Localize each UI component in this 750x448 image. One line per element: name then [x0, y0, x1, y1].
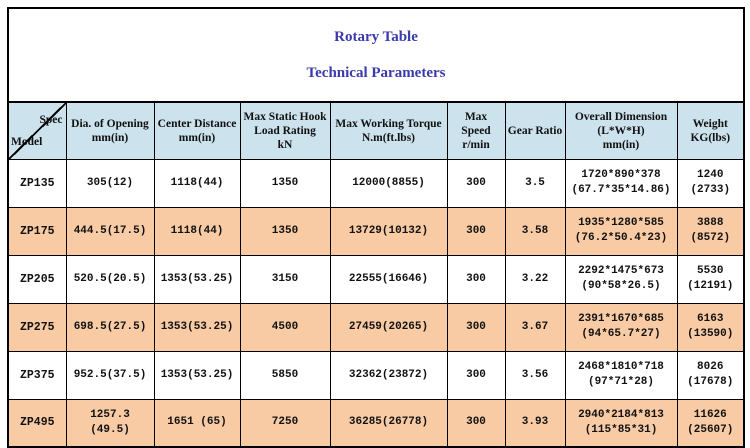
cell-max-speed: 300	[446, 158, 506, 208]
column-header-center-distance: Center Distance mm(in)	[153, 101, 241, 160]
cell-model: ZP495	[7, 398, 67, 448]
cell-max-static-hook-load: 1350	[239, 206, 331, 256]
cell-gear-ratio: 3.93	[504, 398, 566, 448]
table-title-line1: Rotary Table	[334, 29, 418, 45]
cell-weight: 3888 (8572)	[676, 206, 745, 256]
cell-center-distance: 1118(44)	[153, 158, 241, 208]
cell-weight: 6163 (13590)	[676, 302, 745, 352]
cell-max-static-hook-load: 7250	[239, 398, 331, 448]
column-header-max-working-torque: Max Working Torque N.m(ft.lbs)	[329, 101, 448, 160]
cell-overall-dimension: 2292*1475*673 (90*58*26.5)	[564, 254, 678, 304]
column-header-gear-ratio: Gear Ratio	[504, 101, 566, 160]
cell-weight: 1240 (2733)	[676, 158, 745, 208]
cell-weight: 5530 (12191)	[676, 254, 745, 304]
cell-dia-of-opening: 698.5(27.5)	[65, 302, 155, 352]
cell-max-speed: 300	[446, 206, 506, 256]
title-row: Rotary Table Technical Parameters	[7, 7, 745, 103]
cell-max-working-torque: 13729(10132)	[329, 206, 448, 256]
cell-weight: 8026 (17678)	[676, 350, 745, 400]
cell-model: ZP135	[7, 158, 67, 208]
rotary-table-spec-sheet: Rotary Table Technical Parameters Spec M…	[7, 7, 746, 448]
column-header-max-speed: Max Speed r/min	[446, 101, 506, 160]
cell-gear-ratio: 3.67	[504, 302, 566, 352]
table-row-zp495: ZP495 1257.3 (49.5) 1651 (65) 7250 36285…	[7, 398, 745, 448]
cell-dia-of-opening: 444.5(17.5)	[65, 206, 155, 256]
cell-max-working-torque: 36285(26778)	[329, 398, 448, 448]
table-title: Rotary Table Technical Parameters	[7, 7, 745, 103]
cell-center-distance: 1353(53.25)	[153, 302, 241, 352]
cell-dia-of-opening: 520.5(20.5)	[65, 254, 155, 304]
cell-max-static-hook-load: 3150	[239, 254, 331, 304]
corner-spec-label: Spec	[39, 114, 63, 126]
table-row-zp175: ZP175 444.5(17.5) 1118(44) 1350 13729(10…	[7, 206, 745, 256]
column-header-dia-of-opening: Dia. of Opening mm(in)	[65, 101, 155, 160]
cell-dia-of-opening: 952.5(37.5)	[65, 350, 155, 400]
table-row-zp375: ZP375 952.5(37.5) 1353(53.25) 5850 32362…	[7, 350, 745, 400]
cell-weight: 11626 (25607)	[676, 398, 745, 448]
cell-overall-dimension: 2940*2184*813 (115*85*31)	[564, 398, 678, 448]
column-header-weight: Weight KG(lbs)	[676, 101, 745, 160]
technical-parameters-table: Rotary Table Technical Parameters Spec M…	[7, 7, 746, 448]
corner-spec-model-cell: Spec Model	[7, 101, 67, 160]
cell-center-distance: 1353(53.25)	[153, 254, 241, 304]
cell-overall-dimension: 2391*1670*685 (94*65.7*27)	[564, 302, 678, 352]
cell-max-static-hook-load: 4500	[239, 302, 331, 352]
cell-gear-ratio: 3.22	[504, 254, 566, 304]
cell-model: ZP375	[7, 350, 67, 400]
header-row: Spec Model Dia. of Opening mm(in) Center…	[7, 101, 745, 160]
cell-max-speed: 300	[446, 350, 506, 400]
cell-center-distance: 1651 (65)	[153, 398, 241, 448]
cell-model: ZP275	[7, 302, 67, 352]
cell-max-static-hook-load: 1350	[239, 158, 331, 208]
table-row-zp275: ZP275 698.5(27.5) 1353(53.25) 4500 27459…	[7, 302, 745, 352]
cell-max-working-torque: 12000(8855)	[329, 158, 448, 208]
cell-max-speed: 300	[446, 398, 506, 448]
table-title-line2: Technical Parameters	[306, 65, 446, 81]
cell-max-working-torque: 32362(23872)	[329, 350, 448, 400]
cell-max-speed: 300	[446, 302, 506, 352]
cell-center-distance: 1353(53.25)	[153, 350, 241, 400]
cell-gear-ratio: 3.5	[504, 158, 566, 208]
column-header-overall-dimension: Overall Dimension (L*W*H) mm(in)	[564, 101, 678, 160]
table-row-zp205: ZP205 520.5(20.5) 1353(53.25) 3150 22555…	[7, 254, 745, 304]
cell-max-working-torque: 27459(20265)	[329, 302, 448, 352]
cell-max-speed: 300	[446, 254, 506, 304]
cell-dia-of-opening: 1257.3 (49.5)	[65, 398, 155, 448]
cell-max-static-hook-load: 5850	[239, 350, 331, 400]
cell-center-distance: 1118(44)	[153, 206, 241, 256]
cell-dia-of-opening: 305(12)	[65, 158, 155, 208]
cell-gear-ratio: 3.56	[504, 350, 566, 400]
cell-overall-dimension: 2468*1810*718 (97*71*28)	[564, 350, 678, 400]
cell-gear-ratio: 3.58	[504, 206, 566, 256]
table-row-zp135: ZP135 305(12) 1118(44) 1350 12000(8855) …	[7, 158, 745, 208]
cell-model: ZP175	[7, 206, 67, 256]
cell-max-working-torque: 22555(16646)	[329, 254, 448, 304]
cell-model: ZP205	[7, 254, 67, 304]
column-header-max-static-hook-load: Max Static Hook Load Rating kN	[239, 101, 331, 160]
cell-overall-dimension: 1720*890*378 (67.7*35*14.86)	[564, 158, 678, 208]
cell-overall-dimension: 1935*1280*585 (76.2*50.4*23)	[564, 206, 678, 256]
corner-model-label: Model	[11, 135, 43, 148]
